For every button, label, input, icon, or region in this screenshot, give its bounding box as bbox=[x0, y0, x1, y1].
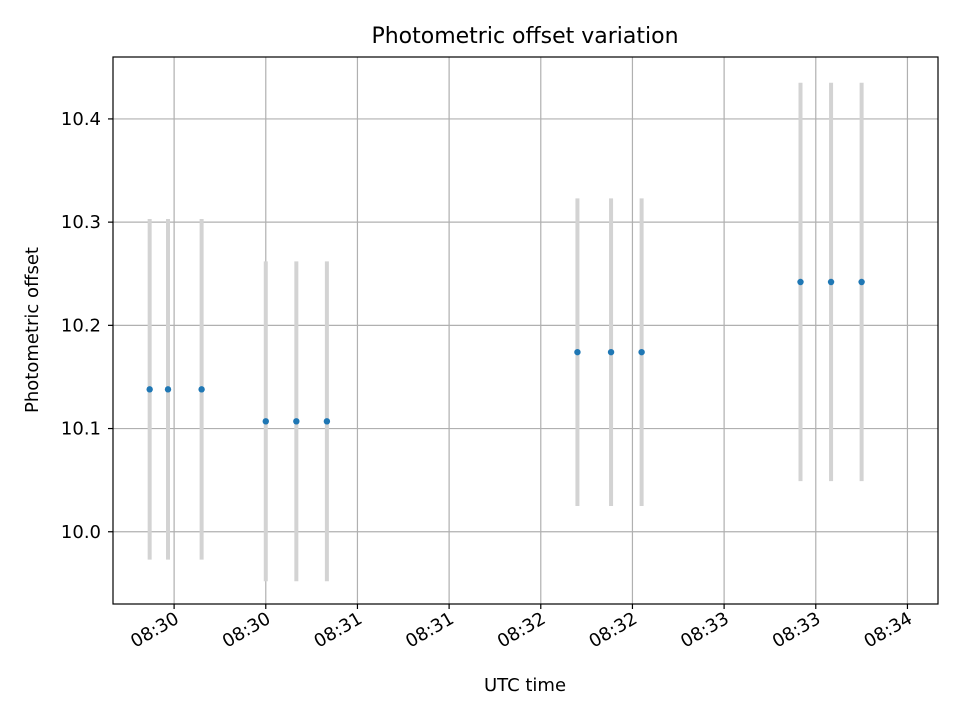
y-axis-label: Photometric offset bbox=[22, 247, 43, 413]
data-point bbox=[858, 278, 865, 286]
data-point bbox=[638, 348, 645, 356]
data-point bbox=[262, 418, 269, 425]
y-tick-label: 10.3 bbox=[61, 212, 101, 233]
y-tick-label: 10.0 bbox=[61, 522, 101, 543]
data-point bbox=[198, 386, 205, 393]
data-point bbox=[574, 348, 581, 356]
data-point bbox=[607, 348, 615, 356]
chart-title: Photometric offset variation bbox=[371, 24, 678, 49]
y-tick-label: 10.4 bbox=[61, 109, 101, 130]
y-axis: 10.0 10.1 10.2 10.3 10.4 bbox=[61, 109, 113, 543]
plot-area bbox=[113, 57, 938, 604]
plot-frame bbox=[112, 56, 939, 605]
y-tick-label: 10.1 bbox=[61, 419, 101, 440]
data-point bbox=[323, 418, 331, 425]
grid bbox=[113, 57, 938, 604]
data-point bbox=[293, 418, 300, 425]
data-points bbox=[146, 278, 865, 425]
data-point bbox=[827, 278, 835, 286]
x-axis-label: UTC time bbox=[484, 675, 566, 696]
data-point bbox=[146, 386, 153, 393]
y-tick-label: 10.2 bbox=[61, 315, 101, 336]
data-point bbox=[164, 386, 172, 393]
data-point bbox=[797, 278, 804, 286]
